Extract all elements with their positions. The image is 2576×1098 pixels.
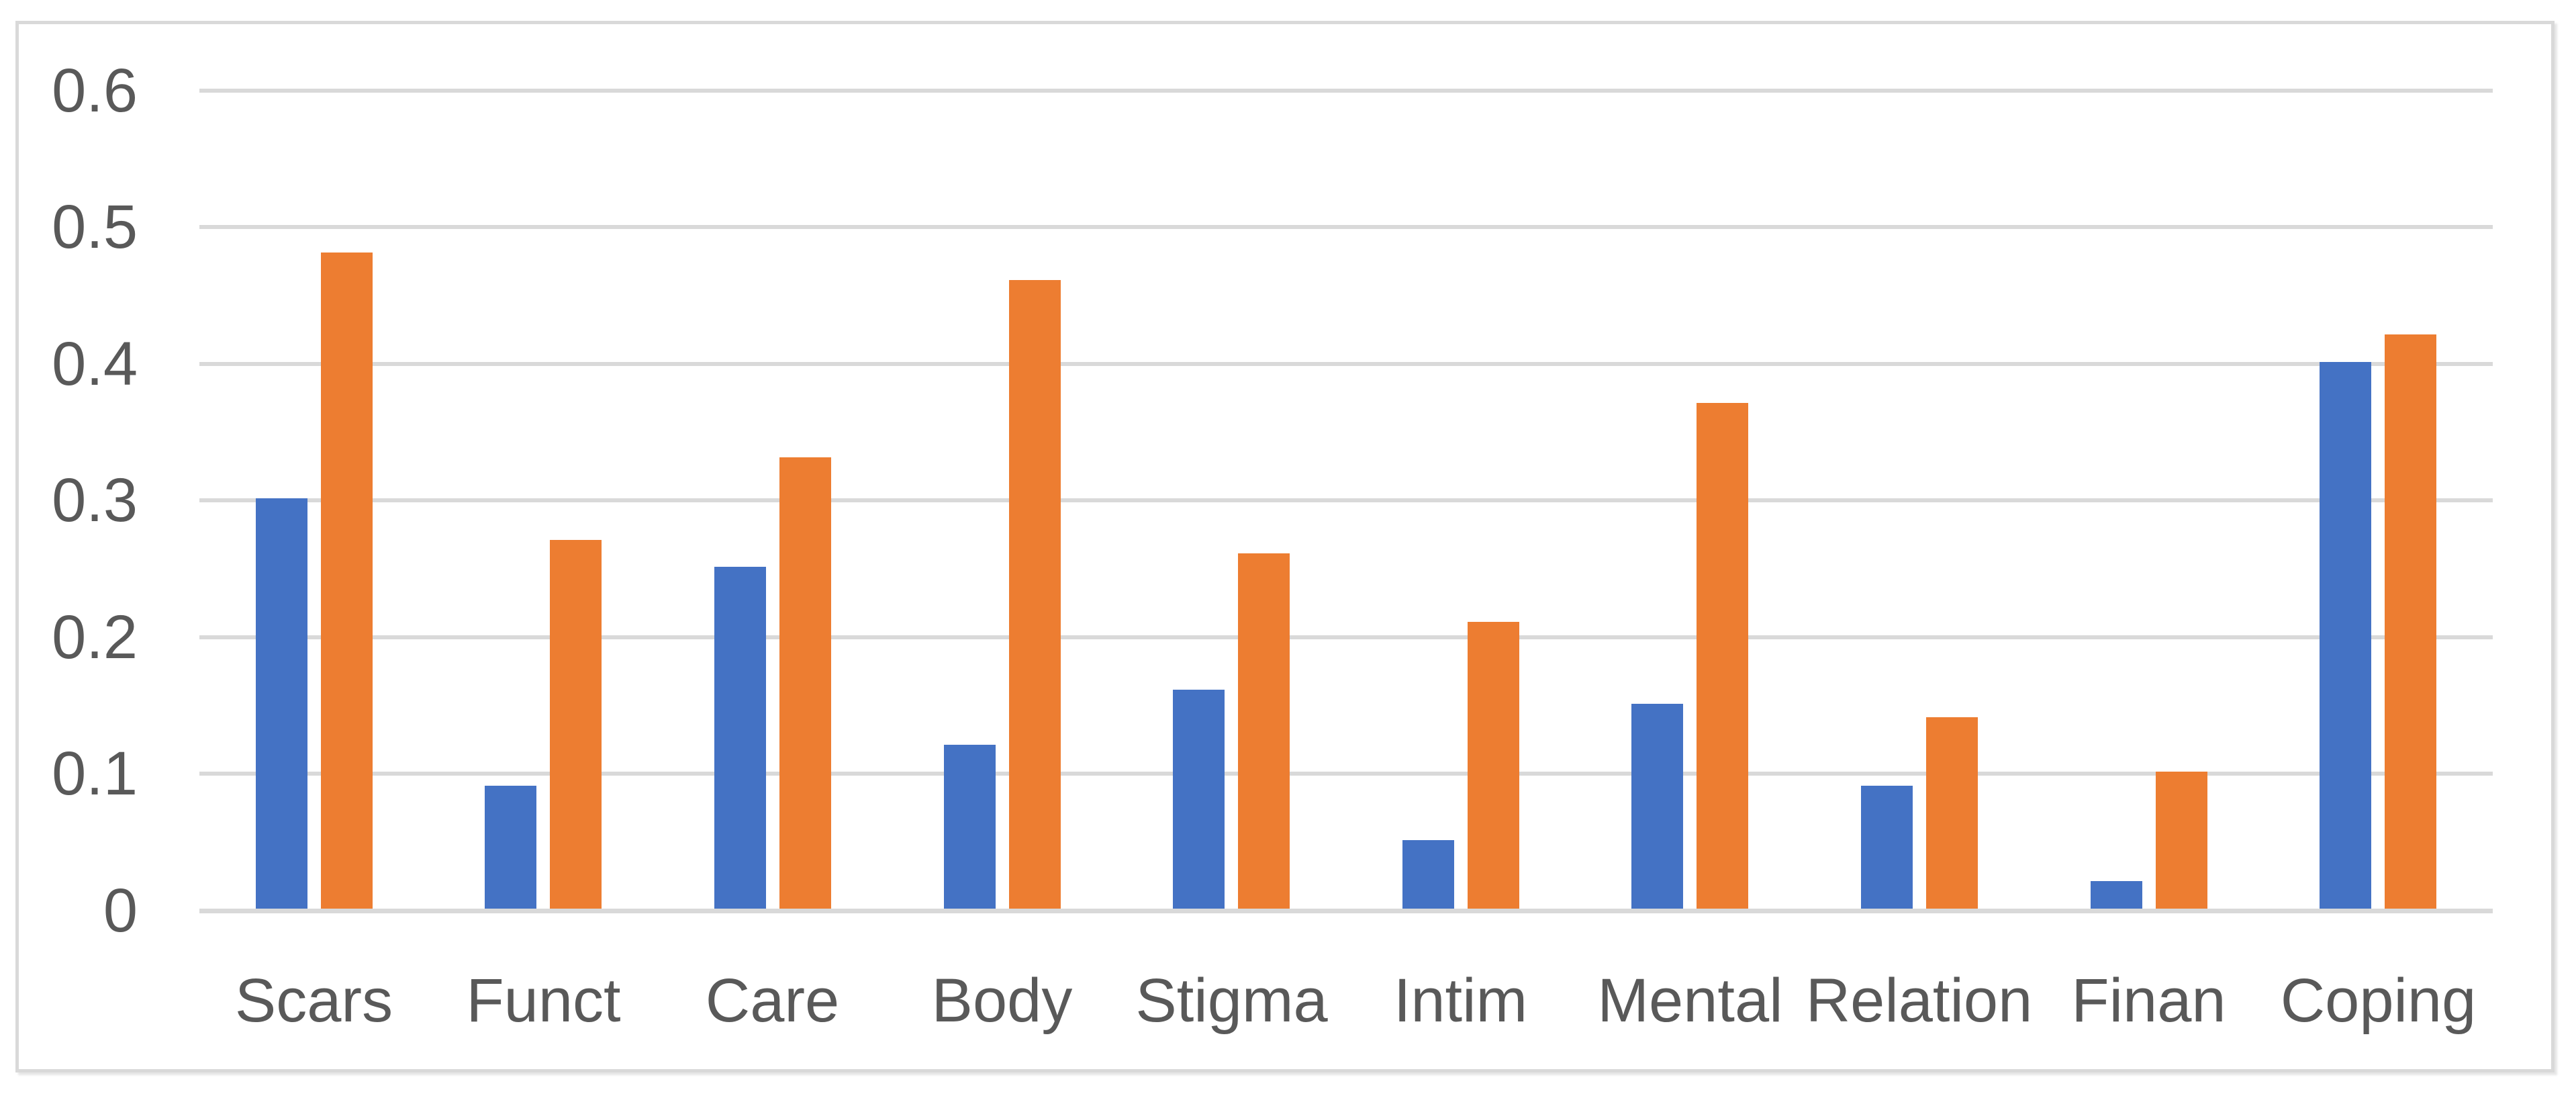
chart-frame bbox=[15, 21, 2555, 1072]
